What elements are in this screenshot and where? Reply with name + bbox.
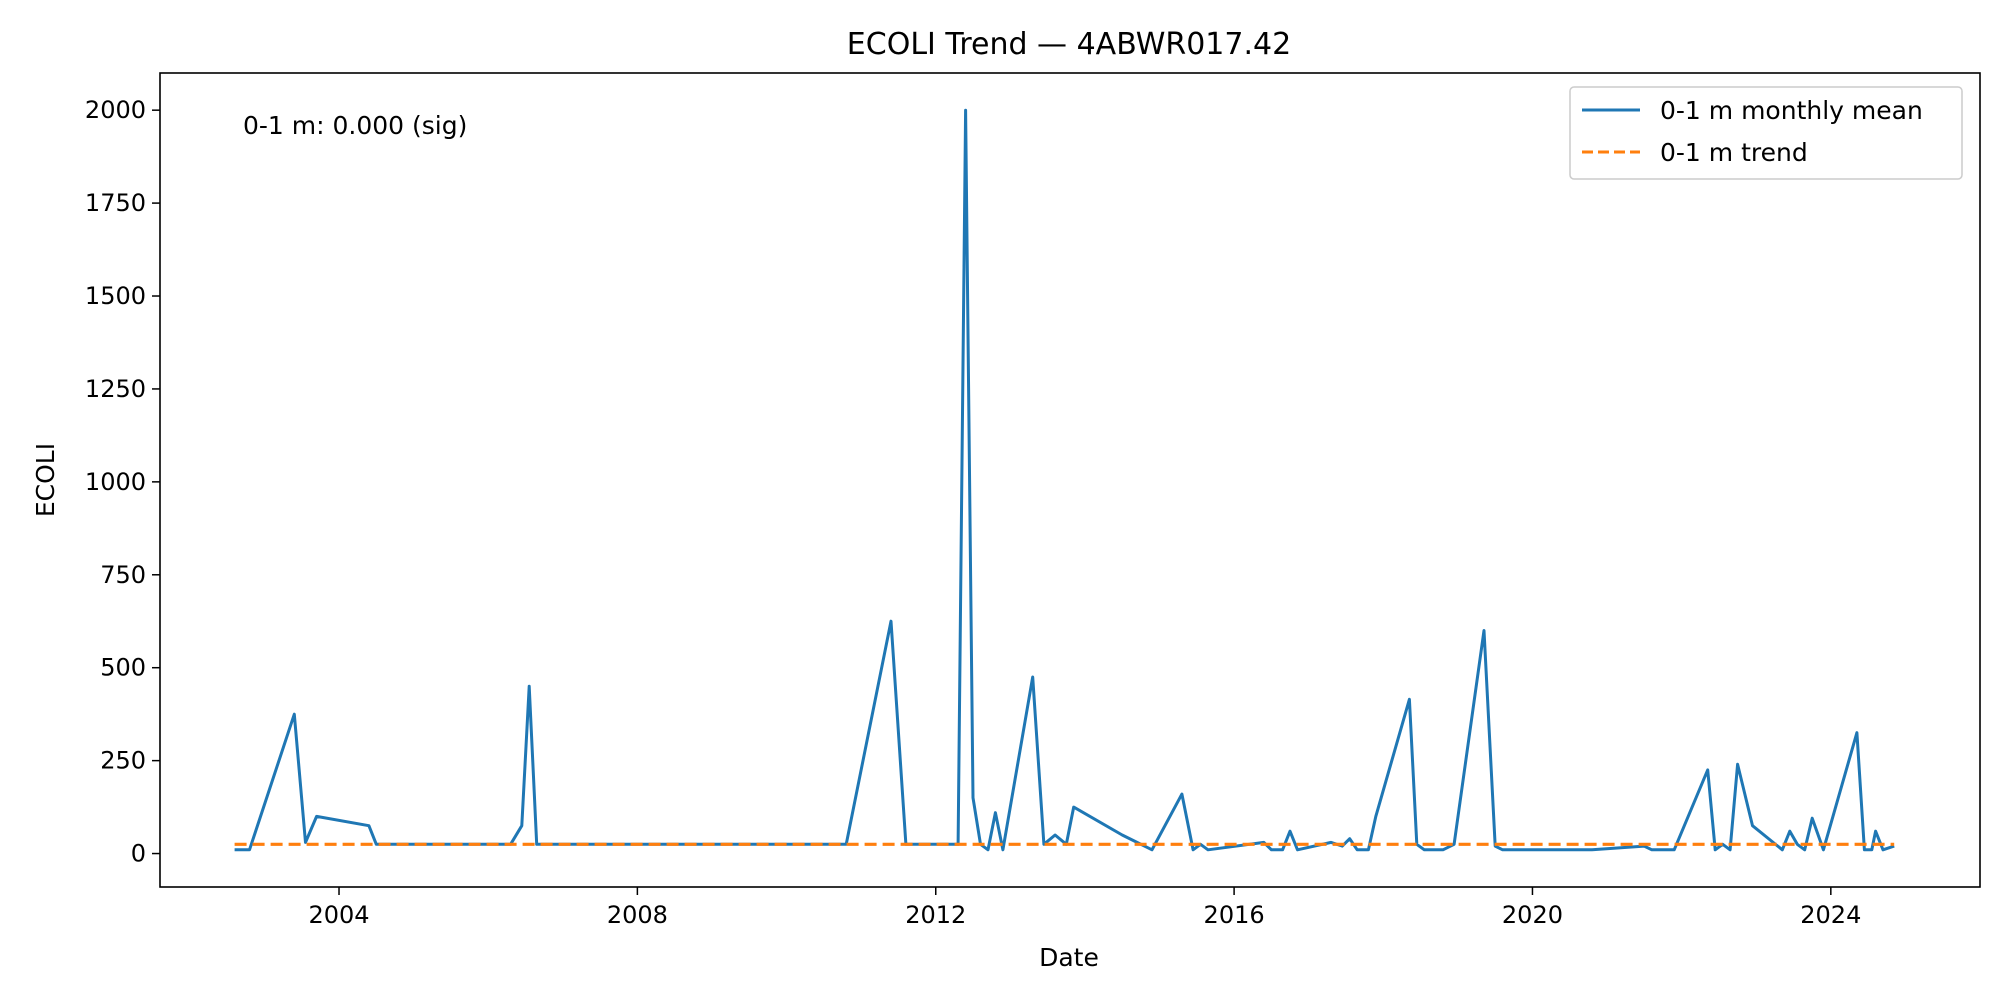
legend: 0-1 m monthly mean 0-1 m trend [1569, 86, 1963, 180]
y-tick-label: 750 [100, 561, 146, 589]
y-tick-label: 0 [131, 840, 146, 868]
trend-annotation: 0-1 m: 0.000 (sig) [243, 111, 467, 140]
y-tick-label: 1000 [85, 468, 146, 496]
y-tick-label: 1500 [85, 282, 146, 310]
series-line-monthly-mean [234, 108, 1895, 852]
x-tick-label: 2016 [1204, 901, 1265, 929]
legend-box [1569, 86, 1963, 180]
y-tick-label: 1750 [85, 189, 146, 217]
chart-title: ECOLI Trend — 4ABWR017.42 [847, 27, 1291, 62]
y-axis-label: ECOLI [31, 443, 60, 517]
y-tick-label: 1250 [85, 375, 146, 403]
x-tick-label: 2024 [1800, 901, 1861, 929]
axis-ticks: 2004 2008 2012 2016 2020 2024 0 250 500 750 1000 12… [85, 96, 1861, 929]
x-axis-label: Date [1039, 943, 1099, 972]
y-tick-label: 250 [100, 747, 146, 775]
legend-label-series: 0-1 m monthly mean [1660, 96, 1923, 125]
y-tick-label: 500 [100, 654, 146, 682]
x-tick-label: 2004 [308, 901, 369, 929]
plot-area [234, 108, 1895, 852]
x-tick-label: 2020 [1502, 901, 1563, 929]
x-tick-label: 2008 [607, 901, 668, 929]
y-tick-label: 2000 [85, 96, 146, 124]
axes-frame [159, 72, 1981, 888]
legend-label-trend: 0-1 m trend [1660, 138, 1808, 167]
x-tick-label: 2012 [905, 901, 966, 929]
